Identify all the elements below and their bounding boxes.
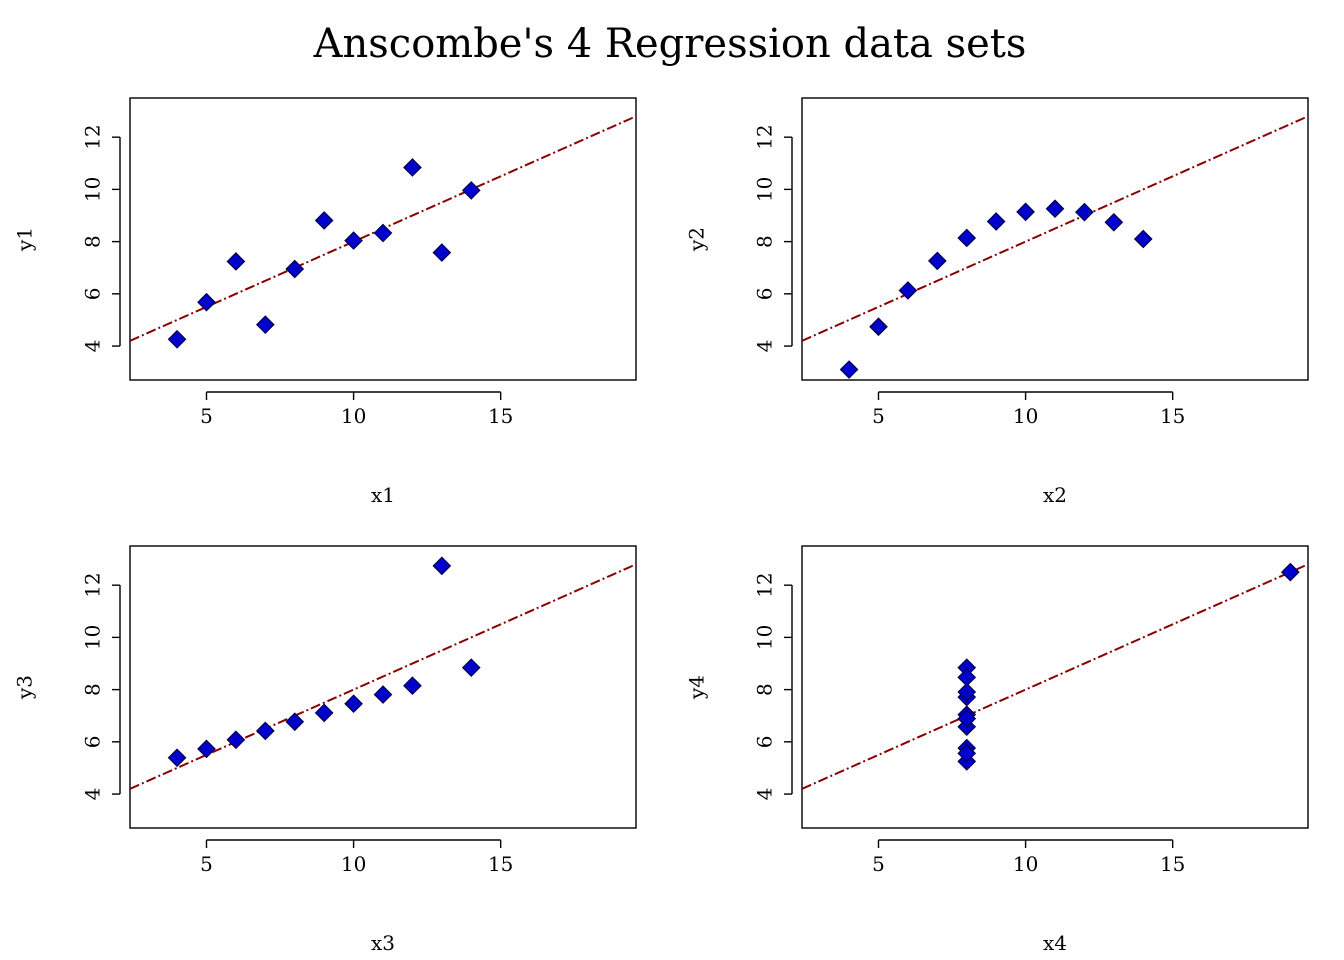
x-tick-label: 5 — [200, 404, 213, 428]
data-point — [1016, 202, 1035, 222]
x-axis-title: x3 — [371, 931, 395, 955]
y-tick-label: 6 — [81, 735, 105, 748]
data-point — [314, 211, 334, 230]
data-point — [344, 231, 363, 250]
data-point — [957, 709, 977, 728]
regression-line — [802, 115, 1308, 342]
y-tick-label: 6 — [753, 735, 777, 748]
y-tick-label: 4 — [81, 340, 105, 353]
x-axis-title: x1 — [371, 483, 395, 507]
data-point — [432, 243, 452, 262]
y-tick-label: 8 — [81, 683, 105, 696]
data-point — [373, 685, 393, 704]
data-point — [1104, 212, 1124, 232]
x-tick-label: 5 — [872, 404, 885, 428]
data-point — [1075, 202, 1094, 222]
y-tick-label: 8 — [753, 235, 777, 248]
y-tick-label: 4 — [753, 340, 777, 353]
y-tick-label: 12 — [753, 572, 777, 597]
y-tick-label: 10 — [81, 625, 105, 650]
data-point — [197, 292, 216, 312]
data-point — [255, 315, 275, 334]
y-tick-label: 10 — [81, 177, 105, 202]
data-point — [285, 259, 305, 279]
y-tick-label: 12 — [81, 124, 105, 149]
data-point — [461, 658, 481, 678]
x-tick-label: 5 — [872, 852, 885, 876]
y-axis-title: y4 — [685, 675, 709, 700]
x-tick-label: 15 — [1160, 404, 1185, 428]
data-point — [461, 181, 481, 200]
x-tick-label: 15 — [1160, 852, 1185, 876]
y-tick-label: 4 — [753, 788, 777, 801]
panel-3: 5 10 15 4 6 8 10 12 x3 y3 — [13, 545, 637, 955]
panels-group: 5 10 15 4 6 8 10 12 x1 y1 5 10 15 4 6 8 10 12 x2 y2 5 10 15 4 6 8… — [13, 97, 1309, 955]
x-axis-title: x4 — [1043, 931, 1067, 955]
x-tick-label: 5 — [200, 852, 213, 876]
y-tick-label: 6 — [753, 287, 777, 300]
y-tick-label: 8 — [81, 235, 105, 248]
data-point — [344, 694, 363, 714]
y-tick-label: 4 — [81, 788, 105, 801]
data-point — [255, 721, 275, 741]
y-tick-label: 6 — [81, 287, 105, 300]
data-point — [869, 317, 888, 337]
data-point — [986, 212, 1006, 231]
data-point — [373, 223, 393, 243]
data-point — [1045, 199, 1065, 219]
data-point — [197, 739, 216, 759]
y-axis-title: y3 — [13, 675, 37, 700]
x-tick-label: 10 — [341, 852, 366, 876]
y-tick-label: 12 — [753, 124, 777, 149]
y-tick-label: 12 — [81, 572, 105, 597]
data-point — [898, 281, 918, 300]
x-tick-label: 10 — [1013, 852, 1038, 876]
data-point — [314, 703, 334, 723]
x-tick-label: 15 — [488, 852, 513, 876]
plot-frame — [801, 545, 1309, 829]
data-point — [167, 748, 187, 768]
panel-4: 5 10 15 4 6 8 10 12 x4 y4 — [685, 545, 1309, 955]
y-tick-label: 8 — [753, 683, 777, 696]
data-point — [957, 682, 977, 702]
plot-frame — [801, 97, 1309, 381]
data-point — [432, 556, 452, 576]
data-point — [927, 251, 947, 271]
x-tick-label: 10 — [1013, 404, 1038, 428]
plot-frame — [129, 97, 637, 381]
y-tick-label: 10 — [753, 625, 777, 650]
data-point — [1133, 229, 1153, 249]
data-point — [226, 252, 246, 271]
regression-line — [802, 563, 1308, 790]
data-point — [1281, 562, 1300, 582]
y-tick-label: 10 — [753, 177, 777, 202]
data-point — [839, 360, 859, 379]
data-point — [957, 228, 977, 248]
x-tick-label: 10 — [341, 404, 366, 428]
panel-2: 5 10 15 4 6 8 10 12 x2 y2 — [685, 97, 1309, 507]
data-point — [167, 329, 187, 349]
regression-line — [130, 563, 636, 790]
data-point — [957, 743, 977, 763]
panel-1: 5 10 15 4 6 8 10 12 x1 y1 — [13, 97, 637, 507]
y-axis-title: y2 — [685, 227, 709, 252]
data-point — [403, 676, 422, 696]
data-point — [403, 158, 422, 177]
data-point — [285, 712, 305, 732]
x-tick-label: 15 — [488, 404, 513, 428]
x-axis-title: x2 — [1043, 483, 1067, 507]
data-point — [226, 730, 246, 750]
y-axis-title: y1 — [13, 227, 37, 252]
plot-frame — [129, 545, 637, 829]
chart-title: Anscombe's 4 Regression data sets — [313, 21, 1027, 67]
